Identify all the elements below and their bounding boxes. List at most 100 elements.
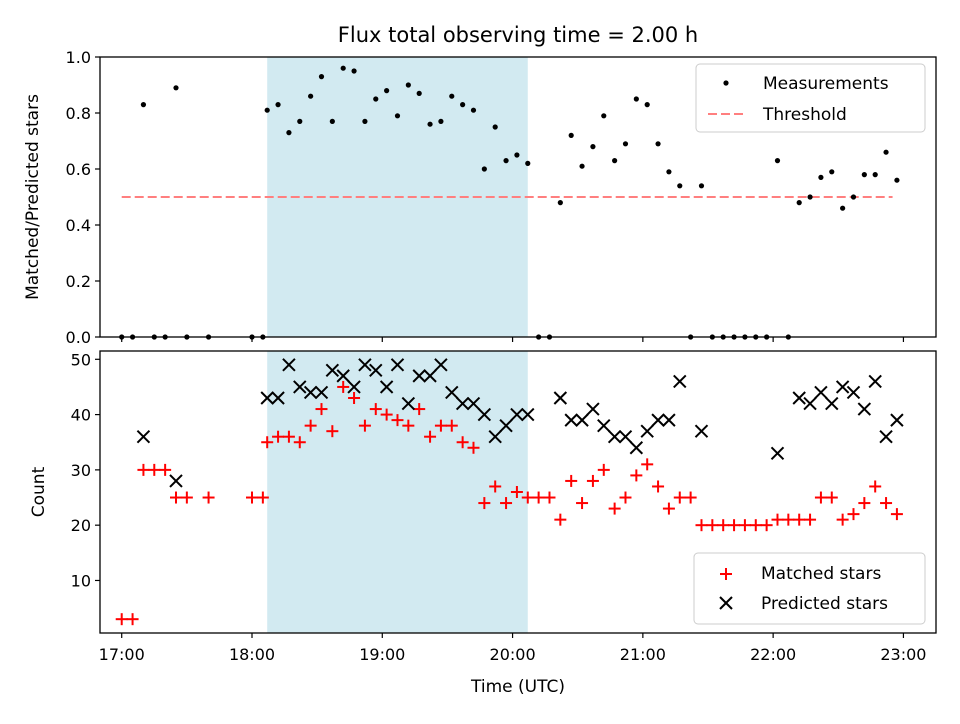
predicted-star-point <box>169 474 183 488</box>
measurement-point <box>698 183 705 189</box>
matched-star-point <box>673 491 686 504</box>
top-panel: Flux total observing time = 2.00 h 0.0 0.… <box>23 23 937 347</box>
predicted-star-point <box>521 407 535 422</box>
matched-star-point <box>467 441 480 454</box>
measurement-point <box>373 96 379 102</box>
measurement-point <box>405 82 411 88</box>
matched-star-point <box>456 436 469 449</box>
measurement-point <box>340 65 346 71</box>
top-legend: Measurements Threshold <box>695 63 926 133</box>
predicted-star-point <box>271 391 285 405</box>
predicted-star-point <box>651 413 665 427</box>
measurement-point <box>140 102 147 108</box>
measurement-point <box>438 118 444 124</box>
predicted-star-point <box>369 363 383 378</box>
matched-star-point <box>282 430 295 443</box>
measurement-point <box>460 102 466 108</box>
measurement-point <box>351 68 357 74</box>
top-y-tick-label: 0.6 <box>66 160 91 179</box>
matched-star-point <box>337 380 350 393</box>
matched-star-point <box>771 513 784 526</box>
predicted-star-point <box>868 374 882 389</box>
predicted-star-point <box>564 413 578 427</box>
bottom-y-tick-label: 40 <box>71 406 91 425</box>
bottom-y-tick-label: 50 <box>71 350 91 369</box>
predicted-star-point <box>673 374 687 389</box>
predicted-star-point <box>260 391 274 405</box>
matched-star-point <box>391 414 404 427</box>
measurement-point <box>394 113 401 119</box>
measurement-point <box>568 132 574 138</box>
legend-predicted-label: Predicted stars <box>761 594 888 614</box>
matched-star-point <box>869 480 882 493</box>
predicted-star-point <box>347 380 361 394</box>
measurement-point <box>264 107 270 113</box>
matched-star-point <box>662 502 675 515</box>
matched-star-point <box>814 491 827 504</box>
measurement-point <box>861 172 867 178</box>
bottom-y-axis-label: Count <box>29 466 49 517</box>
matched-star-point <box>880 497 893 510</box>
matched-star-point <box>641 458 654 471</box>
matched-star-point <box>261 436 274 449</box>
measurement-point <box>427 121 433 127</box>
measurement-point <box>666 169 672 175</box>
predicted-star-point <box>336 369 350 383</box>
predicted-star-point <box>553 391 568 405</box>
bottom-shaded-interval <box>267 351 528 633</box>
measurement-point <box>601 113 607 119</box>
matched-star-point <box>695 519 708 532</box>
predicted-star-point <box>412 369 426 383</box>
predicted-star-point <box>136 429 151 444</box>
x-tick-label: 19:00 <box>359 645 405 664</box>
matched-star-point <box>348 392 361 404</box>
matched-star-point <box>793 513 806 526</box>
measurement-point <box>633 96 639 102</box>
matched-star-point <box>532 491 545 504</box>
matched-star-point <box>115 613 128 626</box>
predicted-star-point <box>835 380 850 394</box>
matched-star-point <box>445 419 458 432</box>
predicted-star-point <box>314 385 329 400</box>
predicted-star-point <box>445 385 459 400</box>
measurement-point <box>829 169 835 175</box>
legend-measurements-label: Measurements <box>763 74 889 94</box>
matched-star-point <box>424 430 437 443</box>
predicted-star-point <box>390 358 405 372</box>
predicted-star-point <box>586 402 600 416</box>
matched-star-point <box>825 491 838 504</box>
measurement-point <box>492 124 498 130</box>
x-tick-label: 21:00 <box>620 645 666 664</box>
matched-star-point <box>380 408 393 421</box>
measurement-point <box>579 163 585 169</box>
matched-star-point <box>619 491 632 504</box>
measurement-point <box>362 118 368 124</box>
legend-matched-label: Matched stars <box>761 564 881 584</box>
top-chart-title: Flux total observing time = 2.00 h <box>338 23 698 47</box>
matched-star-point <box>256 491 269 504</box>
predicted-star-point <box>792 391 806 405</box>
matched-star-point <box>500 497 513 510</box>
measurement-point <box>883 149 889 155</box>
predicted-star-point <box>857 402 872 416</box>
predicted-star-point <box>662 413 676 427</box>
matched-star-point <box>608 502 621 515</box>
predicted-star-point <box>477 407 492 422</box>
x-tick-label: 17:00 <box>99 645 145 664</box>
legend-threshold-label: Threshold <box>762 105 847 125</box>
measurement-point <box>470 107 477 113</box>
matched-star-point <box>293 436 306 449</box>
matched-star-point <box>126 613 139 626</box>
matched-star-point <box>706 519 719 532</box>
x-tick-label: 22:00 <box>750 645 796 664</box>
predicted-star-point <box>694 424 709 438</box>
measurement-point <box>318 74 325 80</box>
measurement-point <box>514 152 520 158</box>
predicted-star-point <box>879 429 893 444</box>
measurement-point <box>449 93 455 99</box>
measurement-point <box>590 144 596 150</box>
predicted-star-point <box>293 380 307 394</box>
matched-star-point <box>858 497 871 510</box>
predicted-star-point <box>282 358 296 372</box>
